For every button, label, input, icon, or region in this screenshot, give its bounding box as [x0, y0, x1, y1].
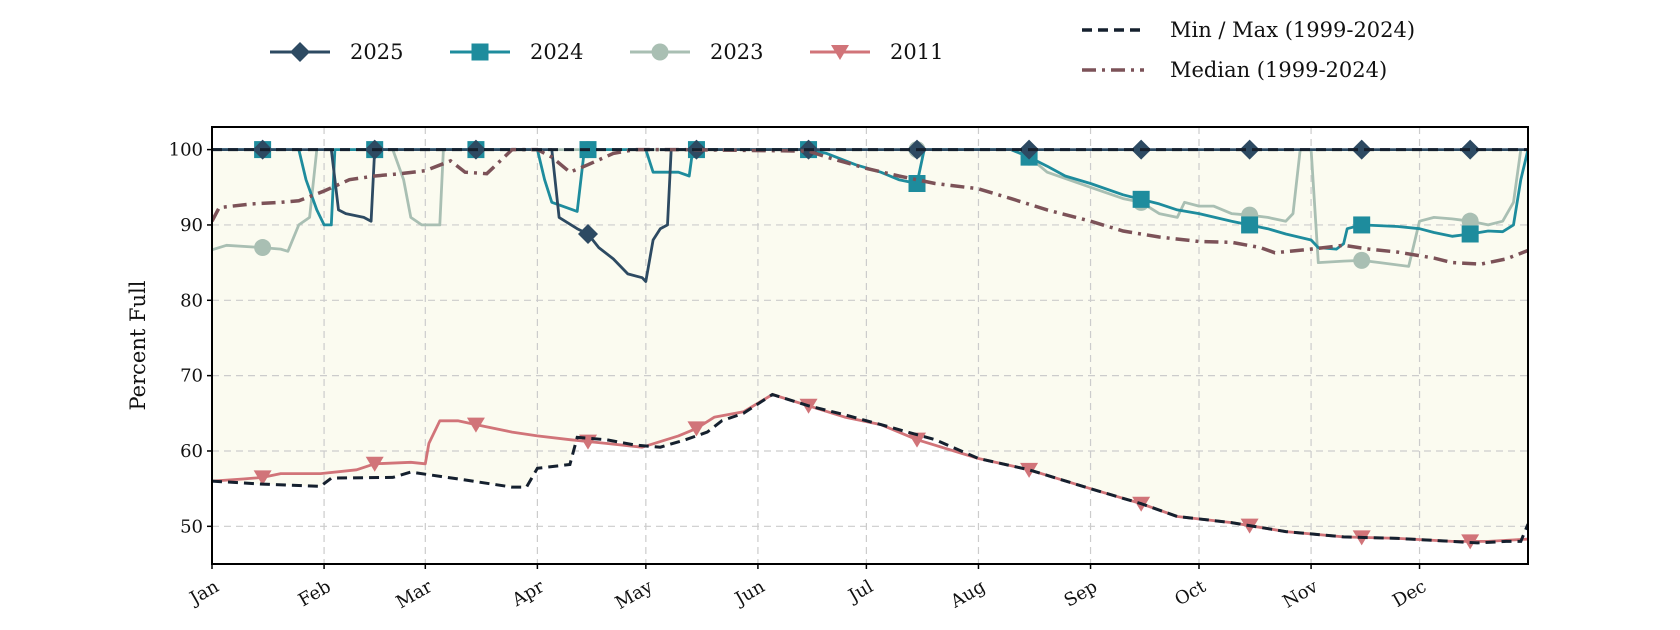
x-tick-label-nov: Nov — [1279, 576, 1322, 613]
legend-label: 2011 — [890, 40, 943, 64]
series-min-max-1999-2024 — [212, 148, 1528, 545]
legend-item-median: Median (1999-2024) — [1082, 58, 1387, 82]
x-tick-label-feb: Feb — [295, 576, 335, 611]
series-marker — [253, 470, 272, 486]
x-tick-label-may: May — [612, 576, 657, 614]
y-tick-label: 100 — [169, 140, 203, 161]
legend-swatch-marker — [831, 45, 849, 60]
legend-item-min-max: Min / Max (1999-2024) — [1082, 18, 1415, 42]
legend-item-2025: 2025 — [270, 40, 403, 64]
legend-item-2024: 2024 — [450, 40, 583, 64]
legend-label: Median (1999-2024) — [1170, 58, 1387, 82]
x-tick-label-jan: Jan — [185, 576, 223, 610]
series-marker — [1020, 462, 1039, 478]
y-tick-label: 70 — [180, 366, 203, 387]
series-marker — [1353, 251, 1371, 269]
series-median-1999-2024 — [212, 147, 1528, 266]
legend-swatch-marker — [651, 43, 669, 61]
series-marker — [254, 239, 272, 257]
series-marker — [1460, 139, 1481, 160]
y-axis-title: Percent Full — [126, 280, 150, 410]
series-marker — [1461, 225, 1479, 243]
x-tick-label-mar: Mar — [393, 576, 437, 613]
series-marker — [1239, 139, 1260, 160]
series-marker — [1461, 212, 1479, 230]
legend-swatch-marker — [290, 42, 310, 62]
x-tick-label-jun: Jun — [730, 576, 769, 611]
legend-label: 2025 — [350, 40, 403, 64]
x-axis-ticks: Jan Feb Mar Apr May Jun Jul Aug Sep Oct Nov Dec — [185, 564, 1430, 614]
chart-legend: 2025 2024 2023 2011 Min / Max (1999-2024) Med… — [270, 18, 1415, 82]
series-line — [212, 148, 1528, 283]
series-marker — [1241, 216, 1259, 234]
x-tick-label-apr: Apr — [508, 576, 548, 611]
series-marker — [687, 421, 706, 437]
y-tick-label: 50 — [180, 516, 203, 537]
legend-swatch-marker — [471, 43, 489, 61]
legend-label: Min / Max (1999-2024) — [1170, 18, 1415, 42]
legend-item-2023: 2023 — [630, 40, 763, 64]
x-tick-label-jul: Jul — [843, 576, 877, 608]
y-tick-label: 60 — [180, 441, 203, 462]
plot-frame — [211, 126, 1529, 565]
x-tick-label-sep: Sep — [1061, 576, 1101, 611]
median-line — [212, 147, 1528, 266]
series-marker — [908, 432, 926, 448]
legend-label: 2023 — [710, 40, 763, 64]
y-tick-label: 80 — [180, 290, 203, 311]
y-tick-label: 90 — [180, 215, 203, 236]
legend-label: 2024 — [530, 40, 583, 64]
x-tick-label-oct: Oct — [1171, 576, 1210, 611]
series-marker — [365, 456, 384, 472]
series-marker — [578, 223, 598, 244]
x-tick-label-dec: Dec — [1389, 576, 1430, 612]
min-line — [212, 392, 1528, 545]
series-marker — [466, 417, 485, 433]
series-marker — [1132, 190, 1150, 208]
series-marker — [1351, 139, 1372, 160]
series-marker — [908, 175, 926, 193]
legend-item-2011: 2011 — [810, 40, 943, 64]
x-tick-label-aug: Aug — [946, 576, 989, 613]
series-marker — [1353, 216, 1371, 234]
series-layer — [212, 139, 1528, 550]
y-axis-ticks: 50 60 70 80 90 100 — [169, 140, 212, 537]
